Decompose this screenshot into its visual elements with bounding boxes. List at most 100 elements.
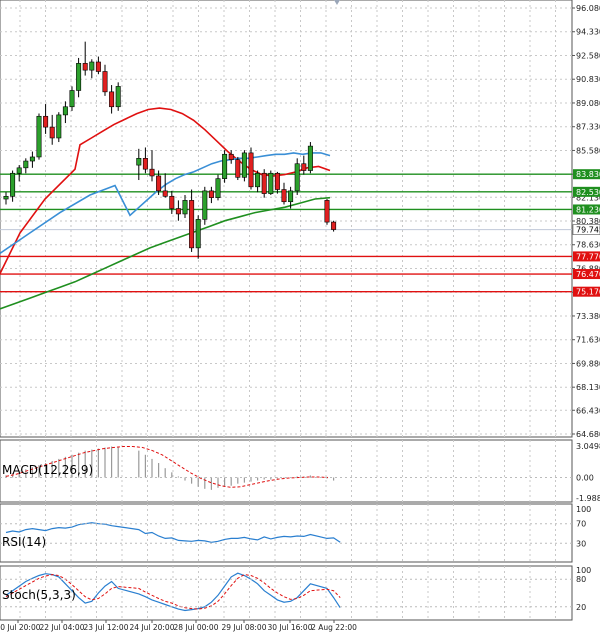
time-axis: 20 Jul 20:00 22 Jul 04:00 23 Jul 12:00 24 J… (0, 620, 357, 632)
time-tick-label: 29 Jul 08:00 (222, 623, 267, 632)
price-tick-label: 96.080 (576, 4, 600, 13)
rsi-plot-area (0, 503, 573, 563)
stoch-d-path (5, 574, 341, 610)
candle-body (56, 114, 62, 139)
candle-body (43, 115, 49, 128)
macd-plot-area (0, 439, 573, 503)
candle-body (3, 196, 9, 200)
price-tick-label: 89.080 (576, 99, 600, 108)
rsi-line (5, 522, 341, 543)
candle-body (222, 153, 228, 179)
candle-body (16, 167, 22, 174)
scroll-marker-icon[interactable] (334, 0, 340, 5)
candle-body (288, 190, 294, 203)
price-tick-label: 94.330 (576, 28, 600, 37)
candle-body (136, 158, 142, 166)
price-axis: 96.080 94.330 92.580 90.830 89.080 87.330 85.5… (572, 4, 600, 439)
macd-signal-line (5, 446, 329, 488)
stoch-tick-label: 20 (576, 603, 586, 612)
stoch-k-path (5, 572, 341, 612)
candle-body (307, 145, 313, 171)
time-tick-label: 2 Aug 22:00 (311, 623, 357, 632)
macd-tick-label: -1.9887 (576, 494, 600, 503)
price-tick-label: 92.580 (576, 51, 600, 60)
level-tag (573, 269, 600, 280)
macd-panel: 3.0498 0.00 -1.9887 MACD(12,26,9) (0, 439, 600, 503)
price-tick-label: 69.880 (576, 359, 600, 368)
level-tag (573, 251, 600, 262)
moving-averages (0, 107, 331, 310)
time-tick-label: 20 Jul 20:00 (0, 623, 41, 632)
rsi-tick-label: 70 (576, 520, 586, 529)
stoch-tick-label: 100 (576, 566, 591, 575)
level-label: 75.170 (576, 288, 600, 297)
level-label: 81.230 (576, 205, 600, 214)
candle-body (195, 219, 201, 249)
rsi-label: RSI(14) (2, 535, 46, 549)
last-price-label: 79.745 (576, 226, 600, 235)
candle-body (182, 200, 188, 215)
level-label: 82.530 (576, 188, 600, 197)
candle-body (62, 106, 68, 116)
candle-body (228, 153, 234, 160)
ma-blue-line (0, 152, 331, 254)
candle-body (202, 190, 208, 220)
candle-body (82, 63, 88, 71)
candle-body (149, 168, 155, 177)
rsi-panel: 100 70 30 RSI(14) (0, 503, 591, 563)
price-tick-label: 80.380 (576, 217, 600, 226)
candle-body (95, 61, 101, 72)
price-tick-label: 71.630 (576, 336, 600, 345)
ma-red-line (0, 107, 331, 274)
ma-green-line (0, 196, 331, 310)
macd-grid (19, 440, 556, 502)
candle-body (274, 172, 280, 190)
price-tick-label: 66.430 (576, 406, 600, 415)
rsi-tick-label: 100 (576, 505, 591, 514)
candle-body (162, 190, 168, 197)
candle-body (10, 172, 16, 197)
candle-body (175, 208, 181, 215)
candle-body (102, 71, 108, 93)
candle-body (36, 115, 42, 158)
macd-axis: 3.0498 0.00 -1.9887 (0, 442, 600, 503)
price-tick-label: 73.380 (576, 312, 600, 321)
price-tick-label: 68.130 (576, 383, 600, 392)
level-label: 77.770 (576, 252, 600, 261)
level-tag (573, 204, 600, 215)
candle-body (281, 189, 287, 203)
candle-body (294, 163, 300, 192)
macd-tick-label: 3.0498 (576, 442, 600, 451)
price-plot-area (0, 0, 573, 438)
price-tick-label: 90.830 (576, 75, 600, 84)
candle-body (261, 172, 267, 194)
level-tag (573, 286, 600, 297)
candle-body (255, 172, 261, 188)
candle-body (142, 158, 148, 170)
candle-body (301, 163, 307, 171)
candle-body (69, 90, 75, 108)
candle-body (156, 175, 162, 192)
candle-body (189, 200, 195, 249)
time-tick-label: 23 Jul 12:00 (84, 623, 129, 632)
macd-label: MACD(12,26,9) (2, 463, 93, 477)
candle-body (241, 152, 247, 178)
candle-body (169, 196, 175, 209)
stoch-label: Stoch(5,3,3) (2, 588, 76, 602)
stoch-plot-area (0, 565, 573, 621)
candle-body (215, 178, 221, 198)
level-label: 76.470 (576, 270, 600, 279)
price-tick-label: 64.680 (576, 430, 600, 439)
price-tick-label: 87.330 (576, 123, 600, 132)
candle-body (49, 126, 55, 139)
rsi-path (5, 522, 341, 543)
rsi-tick-label: 30 (576, 539, 586, 548)
time-tick-label: 30 Jul 16:00 (268, 623, 313, 632)
price-tick-label: 82.130 (576, 193, 600, 202)
rsi-axis: 100 70 30 (0, 505, 591, 548)
price-tick-label: 85.580 (576, 146, 600, 155)
